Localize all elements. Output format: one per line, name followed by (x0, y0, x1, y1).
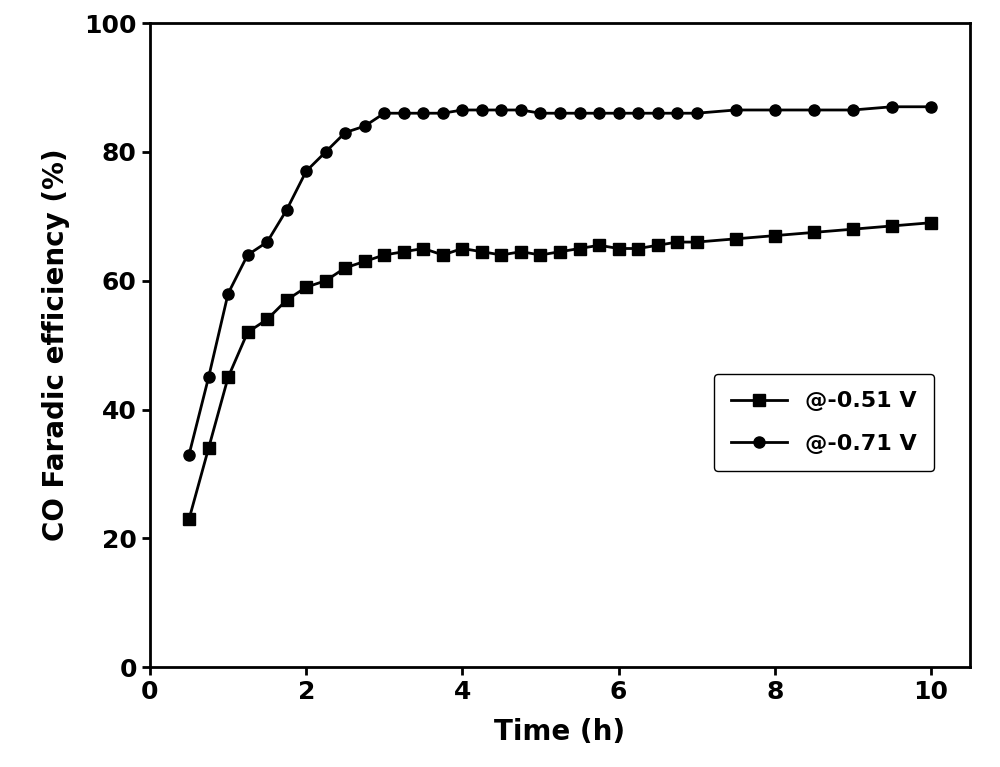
@-0.51 V (574, 244, 586, 253)
@-0.51 V (437, 250, 449, 259)
@-0.71 V (339, 128, 351, 137)
@-0.71 V (847, 105, 859, 114)
@-0.51 V (320, 276, 332, 285)
@-0.51 V (671, 238, 683, 247)
@-0.71 V (378, 109, 390, 118)
@-0.51 V (203, 443, 215, 453)
@-0.51 V (300, 282, 312, 291)
@-0.51 V (652, 241, 664, 250)
@-0.51 V (847, 225, 859, 234)
@-0.71 V (515, 105, 527, 114)
@-0.71 V (261, 238, 273, 247)
@-0.71 V (671, 109, 683, 118)
@-0.71 V (769, 105, 781, 114)
@-0.71 V (437, 109, 449, 118)
@-0.51 V (769, 231, 781, 240)
@-0.51 V (515, 247, 527, 256)
@-0.71 V (691, 109, 703, 118)
@-0.71 V (632, 109, 644, 118)
@-0.71 V (320, 147, 332, 156)
@-0.71 V (281, 206, 293, 215)
@-0.71 V (417, 109, 429, 118)
@-0.51 V (925, 218, 937, 227)
@-0.51 V (691, 238, 703, 247)
@-0.51 V (613, 244, 625, 253)
@-0.51 V (378, 250, 390, 259)
@-0.71 V (925, 102, 937, 111)
Line: @-0.51 V: @-0.51 V (183, 217, 937, 525)
@-0.51 V (632, 244, 644, 253)
@-0.51 V (281, 295, 293, 304)
@-0.51 V (808, 228, 820, 237)
@-0.71 V (456, 105, 468, 114)
@-0.51 V (476, 247, 488, 256)
@-0.51 V (593, 241, 605, 250)
@-0.51 V (456, 244, 468, 253)
@-0.71 V (476, 105, 488, 114)
@-0.71 V (495, 105, 507, 114)
@-0.71 V (593, 109, 605, 118)
Legend: @-0.51 V, @-0.71 V: @-0.51 V, @-0.71 V (714, 374, 934, 472)
@-0.71 V (886, 102, 898, 111)
X-axis label: Time (h): Time (h) (494, 719, 626, 746)
@-0.71 V (300, 166, 312, 176)
@-0.51 V (261, 314, 273, 324)
@-0.51 V (359, 257, 371, 266)
@-0.51 V (534, 250, 546, 259)
@-0.71 V (613, 109, 625, 118)
@-0.71 V (359, 121, 371, 130)
Y-axis label: CO Faradic efficiency (%): CO Faradic efficiency (%) (42, 149, 70, 542)
Line: @-0.71 V: @-0.71 V (183, 101, 937, 460)
@-0.51 V (730, 234, 742, 243)
@-0.71 V (222, 289, 234, 298)
@-0.51 V (554, 247, 566, 256)
@-0.51 V (495, 250, 507, 259)
@-0.51 V (242, 328, 254, 337)
@-0.51 V (183, 515, 195, 524)
@-0.71 V (554, 109, 566, 118)
@-0.71 V (203, 373, 215, 382)
@-0.71 V (652, 109, 664, 118)
@-0.71 V (242, 250, 254, 259)
@-0.71 V (534, 109, 546, 118)
@-0.71 V (183, 450, 195, 459)
@-0.71 V (808, 105, 820, 114)
@-0.51 V (339, 263, 351, 272)
@-0.51 V (417, 244, 429, 253)
@-0.71 V (398, 109, 410, 118)
@-0.51 V (398, 247, 410, 256)
@-0.71 V (574, 109, 586, 118)
@-0.71 V (730, 105, 742, 114)
@-0.51 V (886, 222, 898, 231)
@-0.51 V (222, 373, 234, 382)
